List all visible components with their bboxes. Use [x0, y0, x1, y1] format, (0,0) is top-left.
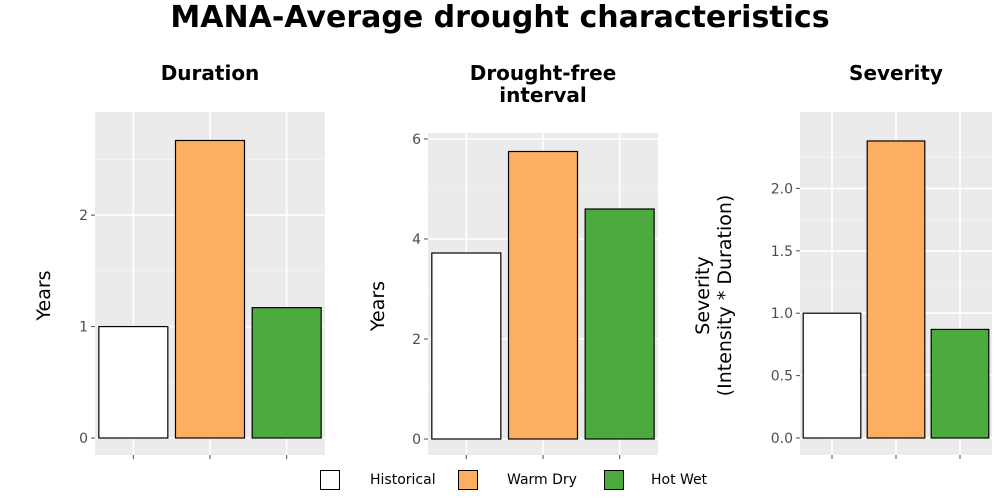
panel-title: Drought-free interval	[470, 61, 617, 107]
y-tick-label: 0.0	[771, 431, 793, 447]
bar-warm-dry	[507, 150, 579, 440]
y-tick-label: 4	[412, 232, 421, 248]
panel-title: Severity	[849, 61, 943, 85]
legend-label-hot-wet: Hot Wet	[651, 472, 708, 488]
y-axis-title: Years	[367, 281, 389, 332]
y-tick-label: 0	[79, 431, 88, 447]
y-tick-label: 1.5	[771, 244, 793, 260]
bar-historical	[802, 312, 862, 439]
y-tick-label: 6	[412, 132, 421, 148]
bar-warm-dry	[866, 140, 926, 439]
y-tick-label: 0	[412, 432, 421, 448]
legend-swatch-warm-dry	[458, 470, 478, 490]
y-tick-label: 1.0	[771, 306, 793, 322]
y-tick-label: 2	[79, 208, 88, 224]
panel-title: Duration	[161, 61, 260, 85]
y-tick-label: 1	[79, 320, 88, 336]
bar-warm-dry	[174, 139, 246, 439]
bar-historical	[98, 325, 169, 439]
bar-hot-wet	[251, 307, 322, 439]
y-tick-label: 0.5	[771, 369, 793, 385]
bar-hot-wet	[930, 328, 990, 439]
bar-historical	[431, 252, 502, 440]
y-axis-title: Severity(Intensity * Duration)	[692, 195, 736, 397]
chart-title: MANA-Average drought characteristics	[170, 0, 830, 35]
y-tick-label: 2.0	[771, 181, 793, 197]
legend-label-warm-dry: Warm Dry	[507, 472, 577, 488]
legend-swatch-historical	[320, 470, 340, 490]
legend: Historical Warm Dry Hot Wet	[300, 468, 740, 496]
legend-label-historical: Historical	[370, 472, 436, 488]
bar-hot-wet	[584, 208, 655, 440]
y-axis-title: Years	[33, 270, 55, 321]
y-tick-label: 2	[412, 332, 421, 348]
legend-swatch-hot-wet	[604, 470, 624, 490]
